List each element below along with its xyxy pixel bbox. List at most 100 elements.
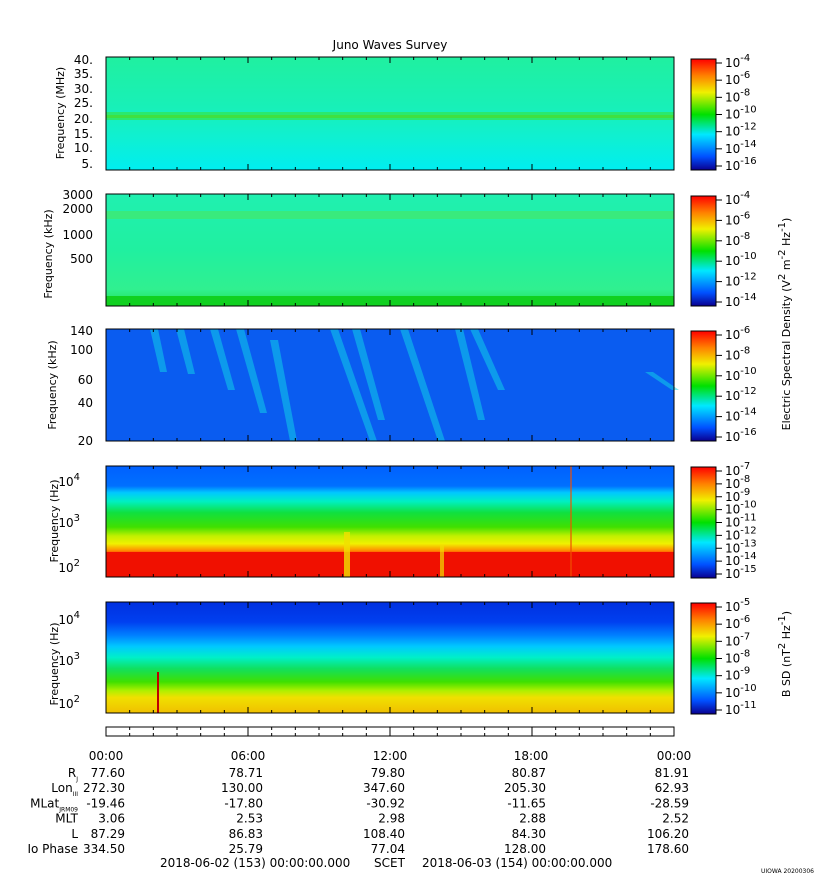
footer-scet: SCET <box>374 856 406 870</box>
panel-1-ytick: 30. <box>74 82 93 96</box>
emission-streak <box>176 329 195 374</box>
ephemeris-value: 84.30 <box>512 827 546 841</box>
colorbar-tick-exp: -8 <box>740 345 750 356</box>
colorbar-1-bar <box>690 58 717 171</box>
colorbar-tick-exp: -14 <box>740 407 756 418</box>
colorbar-tick-exp: -8 <box>740 87 750 98</box>
colorbar-tick-exp: -4 <box>740 190 750 201</box>
colorbar-tick-label: 10-14 <box>725 292 757 309</box>
colorbar-tick-exp: -16 <box>740 156 756 167</box>
panel-5-ytick-base: 10 <box>58 697 73 711</box>
ephemeris-value: 130.00 <box>221 781 263 795</box>
colorbar-tick-exp: -11 <box>740 513 756 524</box>
ephemeris-value: 2.98 <box>378 812 405 826</box>
colorbar-tick-base: 10 <box>725 328 740 342</box>
colorbar-tick-exp: -12 <box>740 525 756 536</box>
panel-5-spectrogram <box>106 602 674 713</box>
footer-end-time: 2018-06-03 (154) 00:00:00.000 <box>422 856 612 870</box>
colorbar-tick-base: 10 <box>725 554 740 568</box>
cbl-b-pre: B SD (nT <box>780 649 793 697</box>
panel-2-ylabel: Frequency (kHz) <box>42 209 55 298</box>
colorbar-tick-exp: -8 <box>740 231 750 242</box>
ephemeris-label-sub: J <box>75 776 78 783</box>
colorbar-tick-base: 10 <box>725 125 740 139</box>
cbl-e-sup3: -1 <box>777 222 788 232</box>
panel-4-ytick-group: 104 103 102 <box>58 472 80 575</box>
emission-streak <box>645 372 679 390</box>
colorbar-tick-label: 10-6 <box>725 70 750 87</box>
ephemeris-row-label: MLatJRM09 <box>30 796 78 813</box>
ephemeris-label-sub: III <box>73 791 79 798</box>
ephemeris-row-label: RJ <box>68 766 78 783</box>
emission-streak <box>270 340 297 441</box>
colorbar-tick-label: 10-9 <box>725 487 750 504</box>
panel-5-ytick-group: 104 103 102 <box>58 610 80 711</box>
ephemeris-value: 178.60 <box>647 842 689 856</box>
ephemeris-value: 2.88 <box>519 812 546 826</box>
colorbar-tick-base: 10 <box>725 490 740 504</box>
colorbar-tick-exp: -10 <box>740 366 756 377</box>
panel-1-ytick: 10. <box>74 141 93 155</box>
colorbar-tick-label: 10-12 <box>725 272 757 289</box>
panel-4-spike <box>570 466 572 577</box>
panel-2-band <box>106 211 674 219</box>
panel-5-ytick-exp: 4 <box>74 610 80 621</box>
ephemeris-value: 25.79 <box>229 842 263 856</box>
colorbar-tick-base: 10 <box>725 389 740 403</box>
panel-1-band-22mhz <box>106 115 674 118</box>
ephemeris-value: 334.50 <box>83 842 125 856</box>
panel-4-ytick-exp: 4 <box>74 472 80 483</box>
colorbar-tick-exp: -4 <box>740 53 750 64</box>
colorbar-tick-label: 10-16 <box>725 156 757 173</box>
colorbar-tick-exp: -12 <box>740 122 756 133</box>
ephemeris-label-text: MLat <box>30 796 59 810</box>
colorbar-tick-label: 10-11 <box>725 513 757 530</box>
colorbar-tick-exp: -10 <box>740 251 756 262</box>
panel-2-ytick: 3000 <box>62 188 93 202</box>
emission-streak <box>470 329 505 390</box>
colorbar-tick-label: 10-12 <box>725 386 757 403</box>
ephemeris-label-text: R <box>68 766 76 780</box>
ephemeris-value: -30.92 <box>366 796 405 810</box>
ephemeris-value: 2.53 <box>236 812 263 826</box>
panel-5-ytick: 102 <box>58 694 80 711</box>
colorbar-tick-exp: -5 <box>740 597 750 608</box>
panel-4-spike <box>344 532 350 577</box>
colorbar-tick-exp: -11 <box>740 700 756 711</box>
emission-streak <box>455 329 485 420</box>
panel-1-ytick: 20. <box>74 112 93 126</box>
panel-5-ylabel: Frequency (Hz) <box>48 623 61 706</box>
time-tick: 18:00 <box>514 749 549 763</box>
ephemeris-label-text: MLT <box>55 812 78 826</box>
panel-4-spike <box>440 545 444 577</box>
ephemeris-value: 77.04 <box>371 842 405 856</box>
colorbar-5-bar <box>690 602 717 715</box>
colorbar-tick-label: 10-6 <box>725 210 750 227</box>
colorbar-tick-label: 10-8 <box>725 345 750 362</box>
colorbar-tick-exp: -6 <box>740 614 750 625</box>
colorbar-tick-exp: -8 <box>740 474 750 485</box>
colorbar-tick-exp: -16 <box>740 427 756 438</box>
panel-3-ylabel: Frequency (kHz) <box>46 340 59 429</box>
ephemeris-value: 106.20 <box>647 827 689 841</box>
ephemeris-value: 205.30 <box>504 781 546 795</box>
panel-4-ytick-base: 10 <box>58 475 73 489</box>
ephemeris-value: 3.06 <box>98 812 125 826</box>
colorbar-tick-base: 10 <box>725 669 740 683</box>
panel-3-ytick: 40 <box>78 396 93 410</box>
colorbar-tick-label: 10-14 <box>725 139 757 156</box>
cbl-b-sup1: 2 <box>777 643 788 649</box>
colorbar-tick-base: 10 <box>725 503 740 517</box>
panel-4-ytick-base: 10 <box>58 516 73 530</box>
colorbar-tick-label: 10-10 <box>725 366 757 383</box>
panel-2-ytick-group: 3000 2000 1000 500 <box>62 188 93 266</box>
colorbar-tick-base: 10 <box>725 617 740 631</box>
panel-4-ytick: 103 <box>58 513 80 530</box>
panel-5-ytick: 104 <box>58 610 80 627</box>
cbl-e-mid2: Hz <box>780 232 793 250</box>
panel-3-spectrogram <box>106 329 674 441</box>
ephemeris-value: 108.40 <box>363 827 405 841</box>
